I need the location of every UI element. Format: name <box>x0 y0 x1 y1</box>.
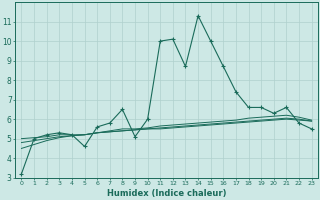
X-axis label: Humidex (Indice chaleur): Humidex (Indice chaleur) <box>107 189 226 198</box>
